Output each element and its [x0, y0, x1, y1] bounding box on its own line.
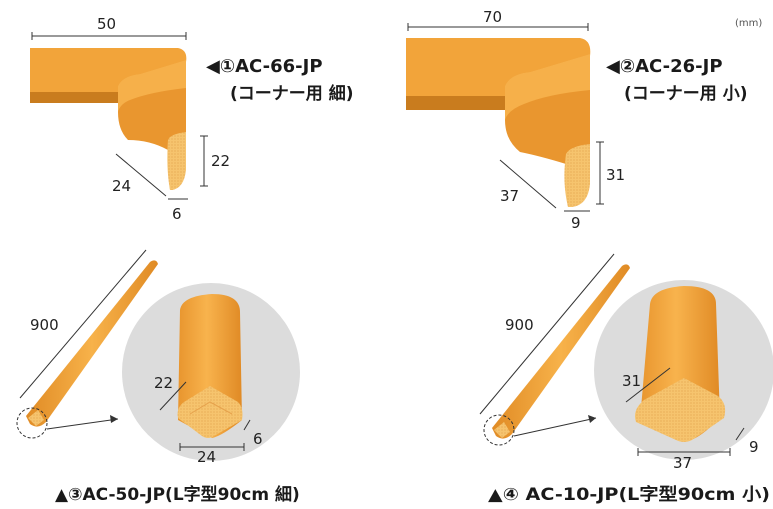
product-3-height-label: 22 [154, 374, 173, 392]
product-4-label: ▲④ AC-10-JP(L字型90cm 小) [488, 484, 770, 505]
product-1-sublabel: (コーナー用 細) [230, 83, 353, 104]
product-1-illustration: 50 22 24 6 [30, 15, 230, 223]
product-3-thickness-label: 6 [253, 430, 263, 448]
product-2-thickness-label: 9 [571, 214, 581, 232]
unit-label: (mm) [735, 18, 762, 29]
product-4-illustration: 900 31 37 9 [479, 253, 773, 472]
product-4-length-label: 900 [505, 316, 534, 334]
product-1-width-label: 50 [97, 15, 116, 33]
product-2-sublabel: (コーナー用 小) [624, 84, 747, 104]
product-2-illustration: 70 31 37 9 [406, 8, 625, 232]
product-2-width-label: 70 [483, 8, 502, 26]
product-1-label: ◀①AC-66-JP [206, 56, 323, 77]
product-3-width-label: 24 [197, 448, 216, 466]
product-1-height-label: 22 [211, 152, 230, 170]
product-1-thickness-label: 6 [172, 205, 182, 223]
product-3-length-label: 900 [30, 316, 59, 334]
product-4-thickness-label: 9 [749, 438, 759, 456]
product-4-width-label: 37 [673, 454, 692, 472]
product-2-height-label: 31 [606, 166, 625, 184]
product-4-height-label: 31 [622, 372, 641, 390]
product-3-label: ▲③AC-50-JP(L字型90cm 細) [55, 484, 300, 505]
product-1-depth-label: 24 [112, 177, 131, 195]
product-2-label: ◀②AC-26-JP [606, 56, 723, 77]
product-2-depth-label: 37 [500, 187, 519, 205]
product-3-illustration: 900 22 24 6 [16, 249, 300, 466]
